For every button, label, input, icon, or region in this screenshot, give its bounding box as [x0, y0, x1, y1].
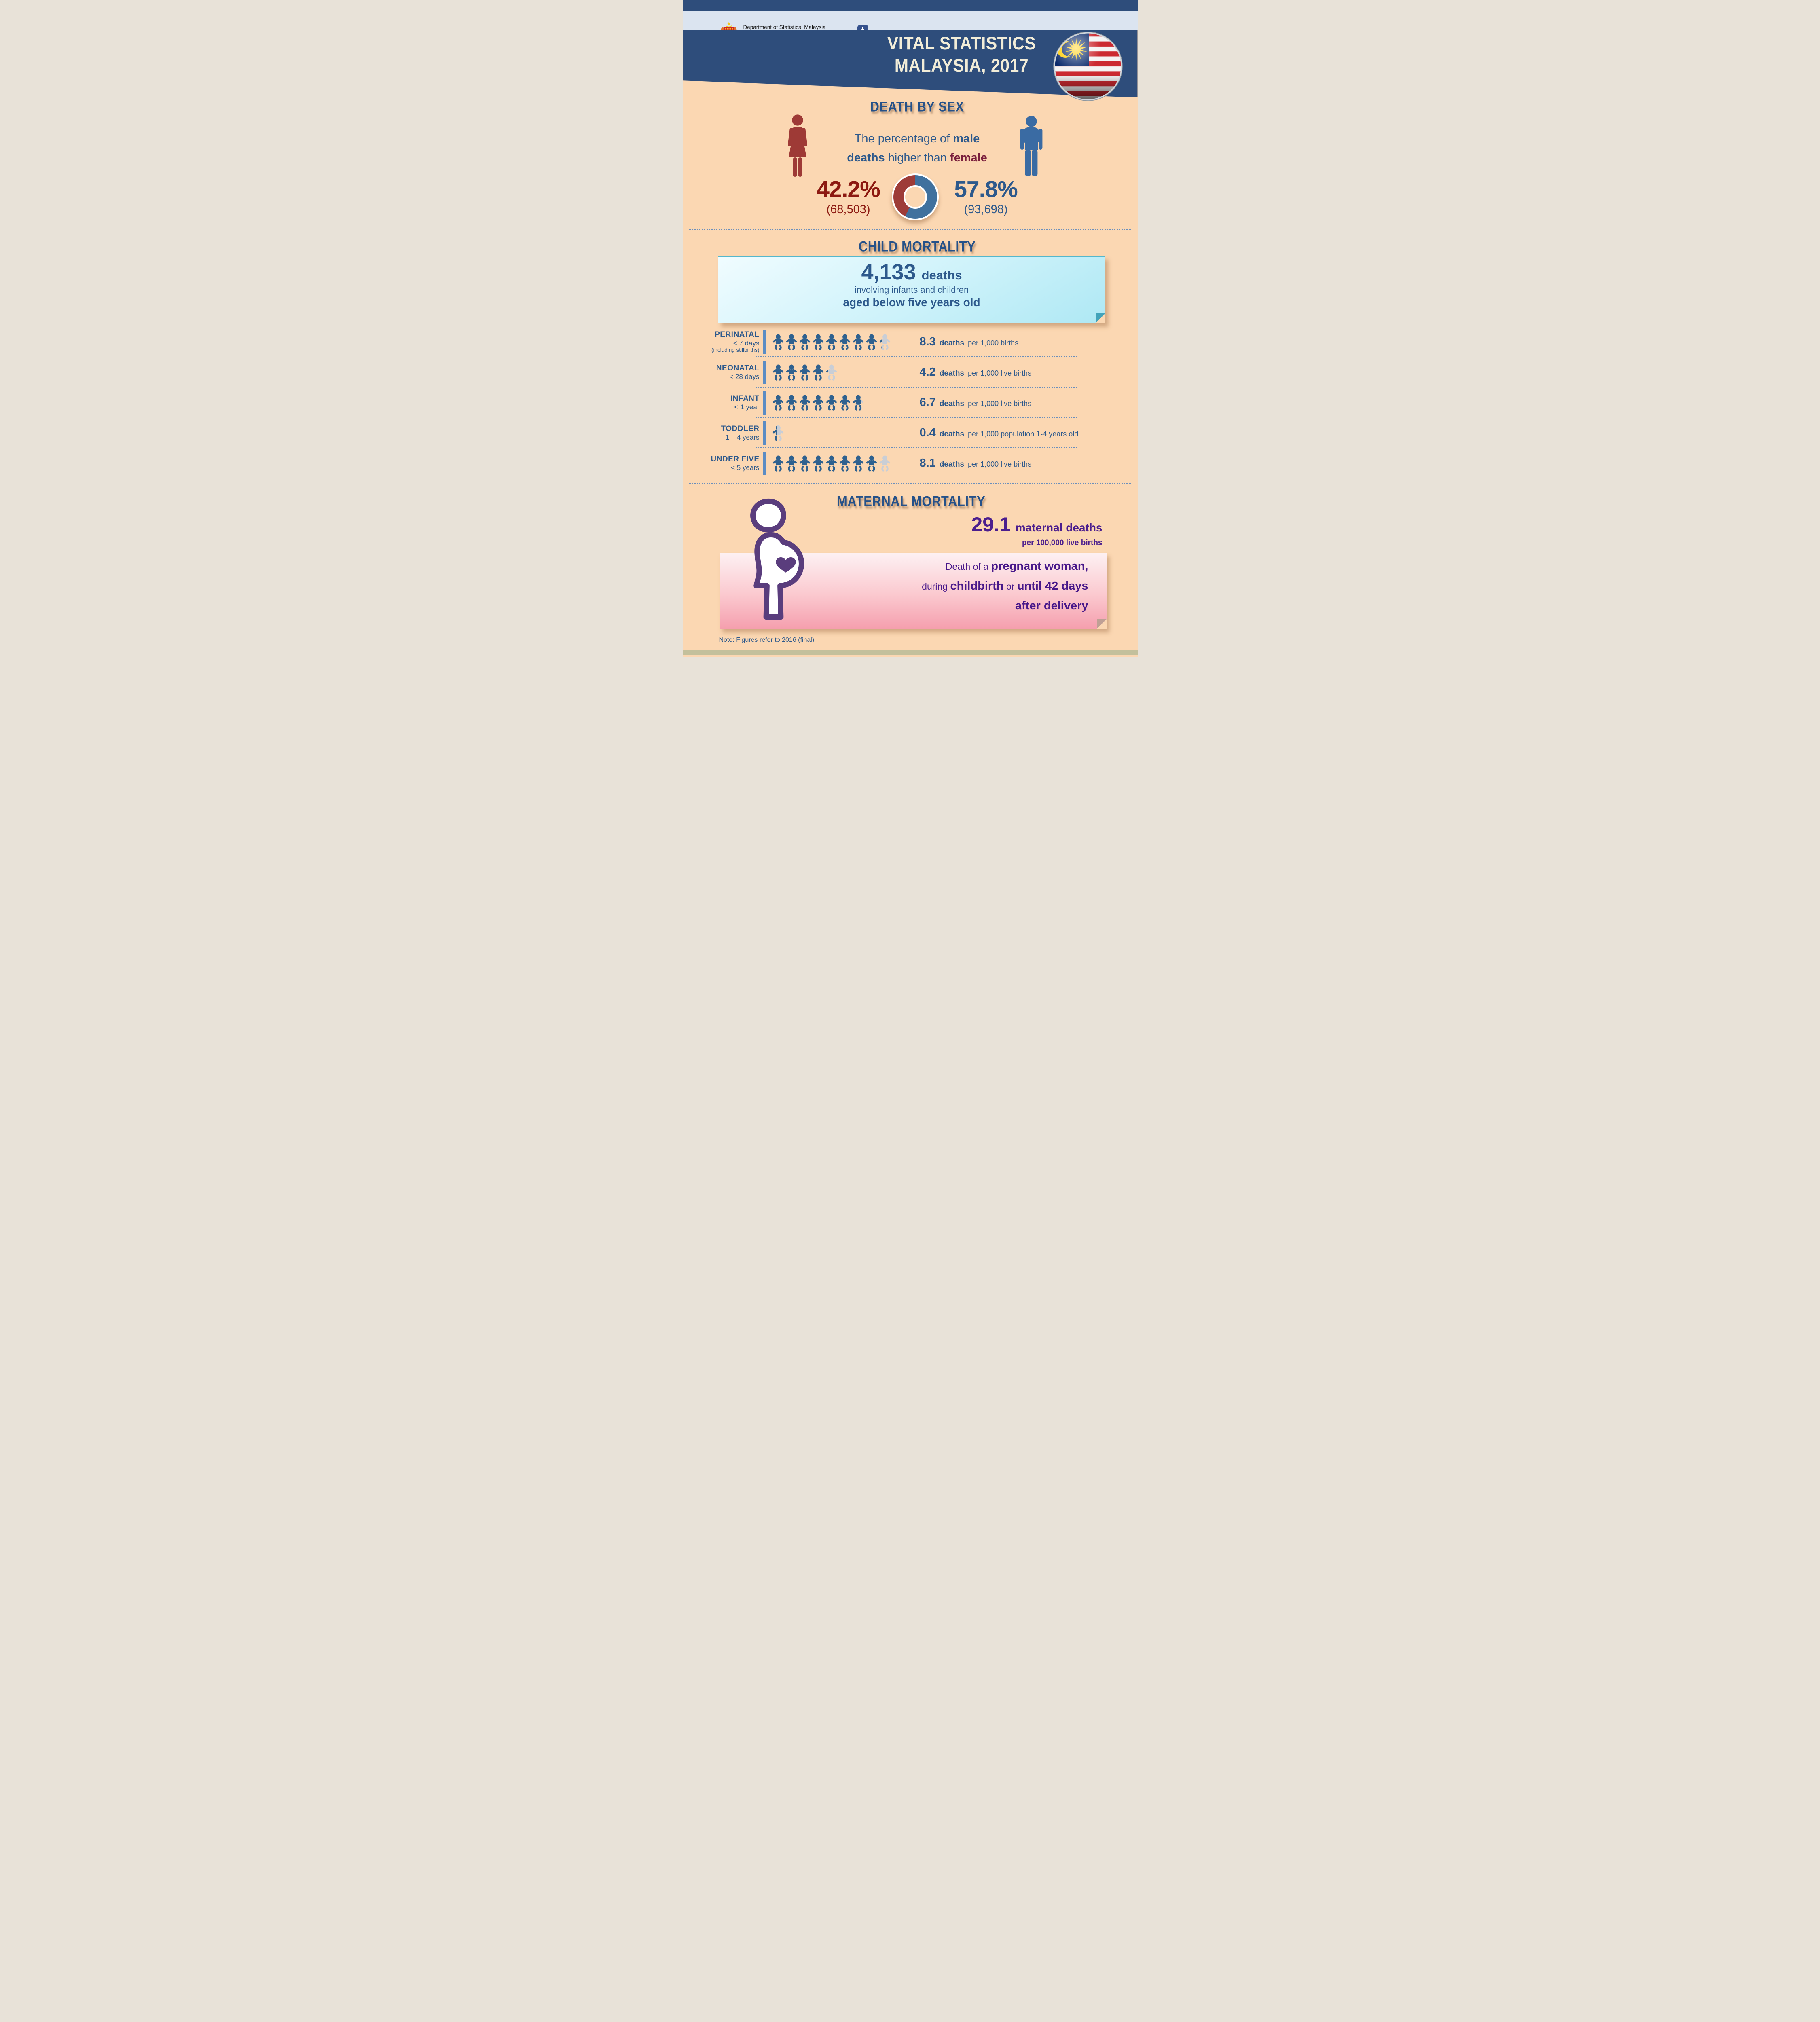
total-deaths-line: 4,133 deaths	[861, 260, 962, 284]
row-bar	[762, 391, 766, 415]
baby-icons	[772, 455, 920, 472]
baby-icons	[772, 334, 920, 350]
row-under-five: UNDER FIVE < 5 years	[695, 448, 1126, 478]
row-perinatal: PERINATAL < 7 days (including stillbirths)	[695, 327, 1126, 357]
maternal-definition-box: Death of a pregnant woman, during childb…	[719, 553, 1107, 629]
baby-icon	[772, 334, 784, 350]
header-band: Department of Statistics, Malaysia https…	[682, 11, 1138, 39]
baby-icons	[772, 364, 920, 381]
title-line2: MALAYSIA, 2017	[894, 55, 1029, 76]
row-bar	[762, 451, 766, 475]
baby-icon	[825, 455, 838, 472]
baby-icon	[812, 395, 824, 411]
baby-icon	[785, 334, 798, 350]
top-strip	[682, 0, 1138, 11]
total-deaths-value: 4,133	[861, 260, 916, 284]
page-title: VITAL STATISTICS MALAYSIA, 2017	[867, 32, 1057, 77]
definition-line3: after delivery	[1015, 599, 1088, 612]
row-bar	[762, 360, 766, 384]
baby-icon	[799, 364, 811, 381]
baby-icon-partial	[825, 364, 838, 381]
baby-icons	[772, 395, 920, 411]
callout-line2: involving infants and children	[854, 285, 969, 295]
maternal-rate-sub: per 100,000 live births	[1022, 539, 1103, 547]
baby-icon	[785, 455, 798, 472]
row-bar	[762, 421, 766, 445]
baby-icon-partial	[772, 425, 784, 441]
baby-icon	[825, 334, 838, 350]
baby-icon	[839, 395, 851, 411]
footnote: Note: Figures refer to 2016 (final)	[719, 637, 815, 643]
baby-icon	[812, 364, 824, 381]
baby-icon	[825, 395, 838, 411]
section-heading-death-by-sex: DEATH BY SEX	[870, 98, 964, 115]
baby-icon	[866, 334, 878, 350]
section-divider	[689, 229, 1131, 230]
death-by-sex-description: The percentage of male deaths higher tha…	[818, 129, 1016, 167]
row-infant: INFANT < 1 year	[695, 387, 1126, 418]
baby-icon	[839, 455, 851, 472]
child-mortality-rows: PERINATAL < 7 days (including stillbirths)	[695, 327, 1126, 478]
row-bar	[762, 330, 766, 354]
infographic-page: Department of Statistics, Malaysia https…	[682, 0, 1138, 657]
maternal-rate-line: 29.1 maternal deaths	[971, 513, 1103, 536]
row-neonatal: NEONATAL < 28 days 4.2 deaths per 1,000 liv…	[695, 357, 1126, 388]
section-heading-child-mortality: CHILD MORTALITY	[858, 238, 976, 255]
baby-icon	[852, 455, 864, 472]
baby-icon	[785, 364, 798, 381]
baby-icon	[812, 334, 824, 350]
male-stat: 57.8% (93,698)	[938, 177, 1035, 218]
desc-line2: deaths higher than female	[847, 151, 987, 164]
baby-icon-partial	[879, 334, 891, 350]
row-toddler: TODDLER 1 – 4 years 0.4 deaths per 1,000 po…	[695, 418, 1126, 448]
male-icon	[1016, 116, 1046, 182]
baby-icon	[799, 455, 811, 472]
baby-icons	[772, 425, 920, 441]
org-name: Department of Statistics, Malaysia	[743, 24, 826, 30]
baby-icon	[799, 334, 811, 350]
female-count: (68,503)	[826, 203, 870, 216]
baby-icon	[866, 455, 878, 472]
baby-icon	[812, 455, 824, 472]
female-stat: 42.2% (68,503)	[800, 177, 897, 218]
definition-line1: Death of a pregnant woman,	[945, 560, 1088, 573]
malaysia-flag-sphere-icon	[1053, 32, 1123, 103]
baby-icon	[772, 395, 784, 411]
baby-icon	[785, 395, 798, 411]
female-icon	[783, 114, 813, 181]
title-line1: VITAL STATISTICS	[887, 33, 1036, 53]
section-divider	[689, 483, 1131, 484]
desc-line1: The percentage of male	[854, 132, 980, 145]
callout-line3: aged below five years old	[843, 296, 980, 309]
sex-donut-chart	[891, 173, 939, 220]
child-mortality-callout: 4,133 deaths involving infants and child…	[718, 256, 1105, 323]
baby-icon	[772, 364, 784, 381]
maternal-rate-value: 29.1	[971, 513, 1011, 536]
baby-icon	[839, 334, 851, 350]
pregnant-woman-icon	[734, 495, 813, 633]
definition-line2: during childbirth or until 42 days	[922, 580, 1088, 592]
female-percentage: 42.2%	[817, 176, 880, 202]
baby-icon-partial	[879, 455, 891, 472]
male-count: (93,698)	[964, 203, 1008, 216]
donut-hole	[903, 185, 927, 209]
baby-icon	[852, 334, 864, 350]
baby-icon	[772, 455, 784, 472]
bottom-bar	[682, 650, 1138, 655]
baby-icon-partial	[852, 395, 864, 411]
section-heading-maternal-mortality: MATERNAL MORTALITY	[836, 493, 986, 510]
baby-icon	[799, 395, 811, 411]
male-percentage: 57.8%	[954, 176, 1018, 202]
